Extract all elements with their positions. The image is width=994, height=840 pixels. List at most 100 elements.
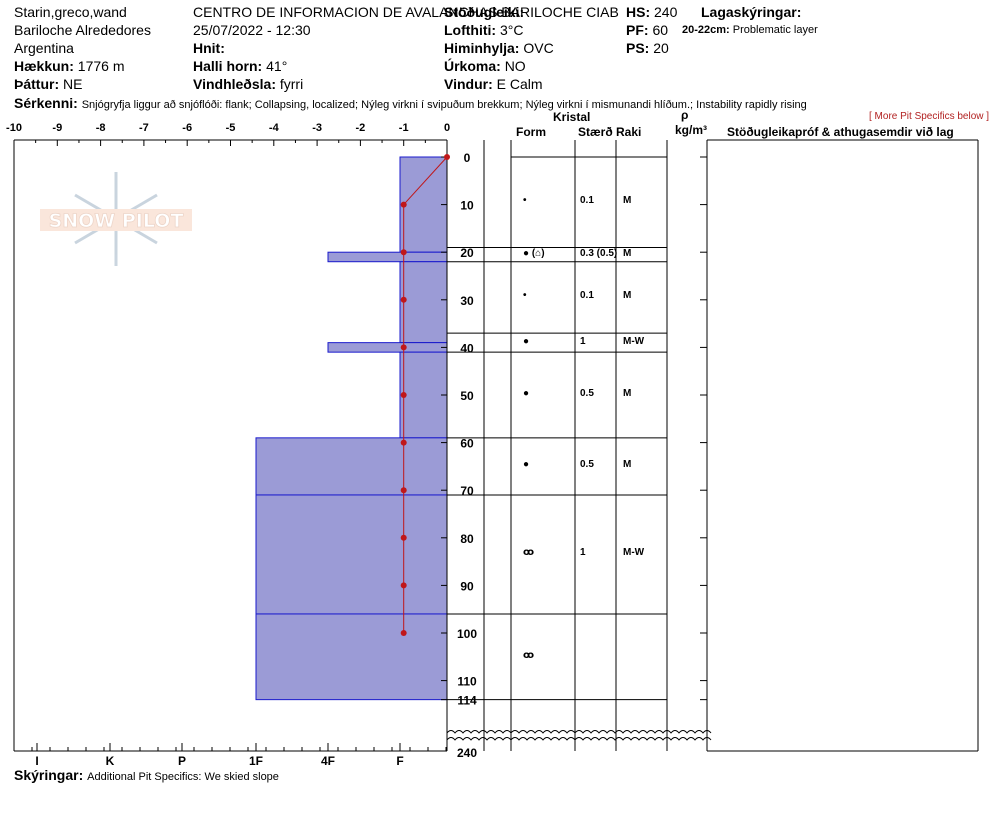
temp-tick-label: -4 [269,122,280,134]
temperature-point [400,344,407,351]
snowpilot-logo: SNOW PILOT [40,172,192,266]
coord-label: Hnit: [193,40,225,56]
hardness-bar [255,437,448,496]
wind-label: Vindur: [444,76,493,92]
precip-label: Úrkoma: [444,58,501,74]
slope-angle: Halli horn: 41° [193,58,287,74]
wind-loading-label: Vindhleðsla: [193,76,276,92]
hardness-tick-label: 4F [321,754,335,768]
layer-note: 20-22cm: Problematic layer [682,24,818,37]
location: Bariloche Alrededores [14,22,151,38]
wind-loading-value: fyrri [279,76,304,92]
hardness-bar [399,351,448,439]
hardness-bar [399,261,448,344]
snowflake-icon [74,172,158,266]
grain-form: ● [523,459,530,471]
depth-tick-label: 30 [460,294,474,308]
hardness-bar [327,342,448,353]
temp-tick-label: -6 [182,122,192,134]
temperature-point [400,582,407,589]
depth-break-wave [446,730,712,734]
wind: Vindur: E Calm [444,76,543,92]
temperature-point [400,392,407,398]
depth-tick-label: 80 [460,532,474,546]
hardness-tick-label: K [106,754,115,768]
temperature-point [400,249,407,256]
moisture: M [623,195,632,207]
moisture: M [623,247,632,259]
temperature-point [400,439,407,446]
slope-value: 41° [266,58,288,74]
air-temp-value: 3°C [499,22,524,38]
stability-tests-header: Stöðugleikapróf & athugasemdir við lag [727,125,954,139]
elevation-value: 1776 m [77,58,125,74]
pf-label: PF: [626,22,649,38]
sky: Himinhylja: OVC [444,40,554,56]
more-pit-specifics-link[interactable]: [ More Pit Specifics below ] [869,111,990,122]
depth-tick-label: 10 [460,199,474,213]
chart-axes: -10 -9 -8 -7 -6 -5 -4 -3 -2 -1 0I K P 1F 4F F0102030405… [6,122,707,768]
crystal-header: Kristal [553,110,591,124]
air-temp-label: Lofthiti: [444,22,497,38]
grain-size: 0.3 (0.5) [580,247,618,259]
depth-tick-label: 110 [457,675,477,689]
notes-label: Skýringar: [14,767,84,783]
size-header: Stærð [578,125,613,139]
stability-label: Stöðugleiki: [444,4,525,20]
observer: Starin,greco,wand [14,4,127,20]
features-value: Snjógryfja liggur að snjóflóði: flank; C… [81,99,807,111]
density-unit: kg/m³ [675,123,708,137]
grain-size: 0.5 [580,459,594,471]
layer-note-text: Problematic layer [732,24,818,36]
grain-size: 1 [580,547,586,559]
hardness-tick-label: I [35,754,38,768]
depth-tick-label: 40 [460,341,474,355]
moisture: M [623,290,632,302]
temperature-point [444,154,450,160]
depth-tick-label: 240 [457,746,477,760]
elevation: Hækkun: 1776 m [14,58,125,74]
depth-tick-label: 70 [460,484,474,498]
grain-form: ● (⌂) [523,247,545,259]
temp-tick-label: -5 [226,122,236,134]
temperature-point [400,487,407,494]
ps: PS: 20 [626,40,669,56]
features: Sérkenni: Snjógryfja liggur að snjóflóði… [14,95,807,112]
ps-value: 20 [653,40,669,56]
hardness-bar [255,613,448,701]
layer-notes-label: Lagaskýringar: [701,4,802,20]
grain-size: 1 [580,335,586,347]
pf-value: 60 [652,22,669,38]
grain-form: • [523,290,527,302]
hardness-tick-label: F [396,754,403,768]
air-temp: Lofthiti: 3°C [444,22,523,38]
aspect-label: Þáttur: [14,76,60,92]
depth-tick-label: 114 [457,694,477,708]
depth-tick-label: 60 [460,437,474,451]
sky-value: OVC [523,40,554,56]
grain-form: • [523,195,527,207]
slope-label: Halli horn: [193,58,263,74]
depth-tick-label: 20 [460,246,474,260]
sky-label: Himinhylja: [444,40,520,56]
temp-tick-label: -3 [312,122,322,134]
hardness-bars [255,156,448,701]
operation: CENTRO DE INFORMACION DE AVALANCHAS BARI… [193,4,619,20]
depth-tick-label: 90 [460,579,474,593]
pf: PF: 60 [626,22,668,38]
wind-loading: Vindhleðsla: fyrri [193,76,303,92]
grain-size: 0.1 [580,195,594,207]
datetime: 25/07/2022 - 12:30 [193,22,311,38]
grain-size: 0.1 [580,290,594,302]
moisture: M [623,388,632,399]
temperature-profile [400,154,450,636]
hs-label: HS: [626,4,651,20]
hardness-bar [399,156,448,253]
density-symbol: ρ [681,108,689,122]
temp-tick-label: -1 [399,122,409,134]
hs: HS: 240 [626,4,677,20]
aspect-value: NE [63,76,83,92]
grain-form: ● [523,388,530,399]
temp-tick-label: 0 [444,122,450,134]
